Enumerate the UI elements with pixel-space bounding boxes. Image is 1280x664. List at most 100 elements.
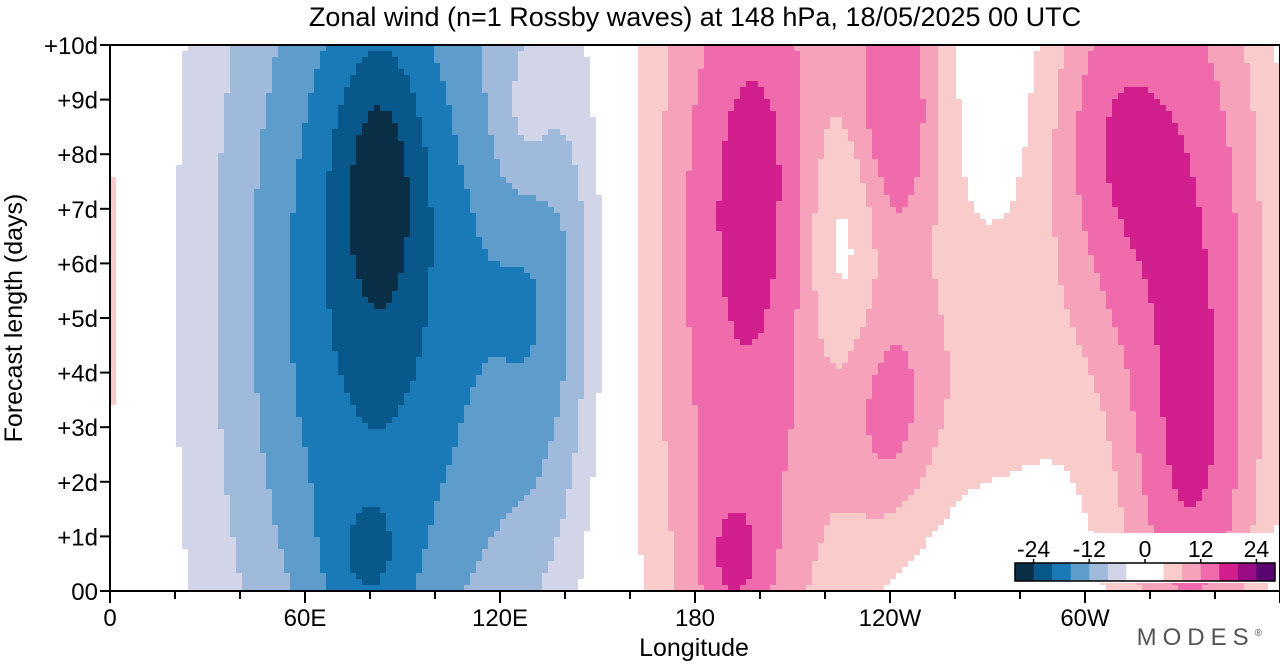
heatmap-cell bbox=[254, 387, 296, 393]
heatmap-cell bbox=[914, 183, 938, 189]
heatmap-cell bbox=[800, 189, 818, 195]
heatmap-cell bbox=[668, 81, 698, 87]
heatmap-cell bbox=[578, 435, 596, 441]
heatmap-cell bbox=[1052, 225, 1082, 231]
heatmap-cell bbox=[290, 303, 326, 309]
heatmap-cell bbox=[770, 291, 800, 297]
heatmap-cell bbox=[332, 333, 422, 339]
heatmap-cell bbox=[1058, 273, 1100, 279]
heatmap-cell bbox=[314, 513, 356, 519]
x-tick-label: 0 bbox=[103, 605, 116, 632]
heatmap-cell bbox=[692, 351, 794, 357]
heatmap-cell bbox=[182, 483, 224, 489]
heatmap-cell bbox=[560, 381, 584, 387]
heatmap-cell bbox=[1184, 141, 1226, 147]
heatmap-cell bbox=[218, 201, 254, 207]
heatmap-cell bbox=[1088, 63, 1214, 69]
heatmap-cell bbox=[314, 495, 440, 501]
heatmap-cell bbox=[572, 153, 596, 159]
heatmap-cell bbox=[350, 543, 392, 549]
heatmap-cell bbox=[818, 297, 872, 303]
heatmap-cell bbox=[1082, 105, 1112, 111]
heatmap-cell bbox=[176, 237, 218, 243]
heatmap-cell bbox=[1262, 249, 1280, 255]
heatmap-cell bbox=[638, 441, 668, 447]
heatmap-cell bbox=[722, 147, 776, 153]
heatmap-cell bbox=[1136, 249, 1208, 255]
heatmap-cell bbox=[1058, 123, 1076, 129]
heatmap-cell bbox=[224, 141, 260, 147]
heatmap-cell bbox=[662, 345, 692, 351]
heatmap-cell bbox=[290, 297, 326, 303]
heatmap-cell bbox=[1064, 291, 1106, 297]
colorbar-swatch bbox=[1089, 563, 1109, 581]
heatmap-cell bbox=[1208, 57, 1244, 63]
heatmap-cell bbox=[182, 471, 224, 477]
heatmap-cell bbox=[506, 513, 566, 519]
heatmap-cell bbox=[326, 579, 362, 585]
heatmap-cell bbox=[422, 333, 536, 339]
heatmap-cell bbox=[644, 555, 674, 561]
heatmap-cell bbox=[260, 141, 302, 147]
colorbar-swatch bbox=[1163, 563, 1183, 581]
heatmap-cell bbox=[1256, 501, 1280, 507]
heatmap-cell bbox=[476, 219, 560, 225]
heatmap-cell bbox=[284, 561, 320, 567]
heatmap-cell bbox=[908, 201, 938, 207]
heatmap-cell bbox=[848, 255, 878, 261]
heatmap-cell bbox=[1238, 291, 1262, 297]
heatmap-cell bbox=[866, 111, 926, 117]
heatmap-cell bbox=[938, 51, 956, 57]
heatmap-cell bbox=[470, 195, 536, 201]
heatmap-cell bbox=[794, 315, 818, 321]
heatmap-cell bbox=[788, 459, 932, 465]
heatmap-cell bbox=[800, 87, 866, 93]
heatmap-cell bbox=[638, 135, 662, 141]
heatmap-cell bbox=[362, 507, 380, 513]
heatmap-cell bbox=[1100, 279, 1148, 285]
heatmap-cell bbox=[704, 45, 794, 51]
heatmap-cell bbox=[404, 243, 434, 249]
heatmap-cell bbox=[926, 105, 938, 111]
heatmap-cell bbox=[896, 507, 950, 513]
heatmap-cell bbox=[398, 135, 422, 141]
heatmap-cell bbox=[1052, 165, 1076, 171]
heatmap-cell bbox=[878, 453, 896, 459]
heatmap-cell bbox=[356, 573, 380, 579]
heatmap-cell bbox=[1142, 459, 1166, 465]
heatmap-cell bbox=[428, 201, 470, 207]
heatmap-cell bbox=[1214, 327, 1238, 333]
heatmap-cell bbox=[686, 207, 716, 213]
heatmap-cell bbox=[530, 273, 566, 279]
heatmap-cell bbox=[488, 99, 512, 105]
heatmap-cell bbox=[482, 363, 566, 369]
heatmap-cell bbox=[350, 171, 404, 177]
heatmap-cell bbox=[698, 567, 722, 573]
heatmap-cell bbox=[308, 93, 344, 99]
heatmap-cell bbox=[536, 279, 566, 285]
colorbar-label: -24 bbox=[1017, 536, 1050, 562]
heatmap-cell bbox=[542, 471, 572, 477]
heatmap-cell bbox=[674, 537, 698, 543]
heatmap-cell bbox=[392, 291, 428, 297]
heatmap-cell bbox=[782, 477, 920, 483]
heatmap-cell bbox=[404, 171, 428, 177]
heatmap-cell bbox=[344, 381, 410, 387]
heatmap-cell bbox=[110, 189, 116, 195]
heatmap-cell bbox=[842, 123, 866, 129]
heatmap-cell bbox=[176, 255, 218, 261]
heatmap-cell bbox=[488, 105, 512, 111]
heatmap-cell bbox=[1058, 81, 1082, 87]
heatmap-cell bbox=[668, 459, 698, 465]
heatmap-cell bbox=[518, 189, 578, 195]
heatmap-cell bbox=[392, 51, 434, 57]
heatmap-cell bbox=[1208, 51, 1244, 57]
heatmap-cell bbox=[1058, 93, 1082, 99]
heatmap-cell bbox=[662, 123, 692, 129]
heatmap-cell bbox=[290, 339, 332, 345]
heatmap-cell bbox=[230, 63, 272, 69]
heatmap-cell bbox=[800, 255, 812, 261]
heatmap-cell bbox=[314, 75, 350, 81]
heatmap-cell bbox=[218, 237, 254, 243]
heatmap-cell bbox=[584, 225, 602, 231]
